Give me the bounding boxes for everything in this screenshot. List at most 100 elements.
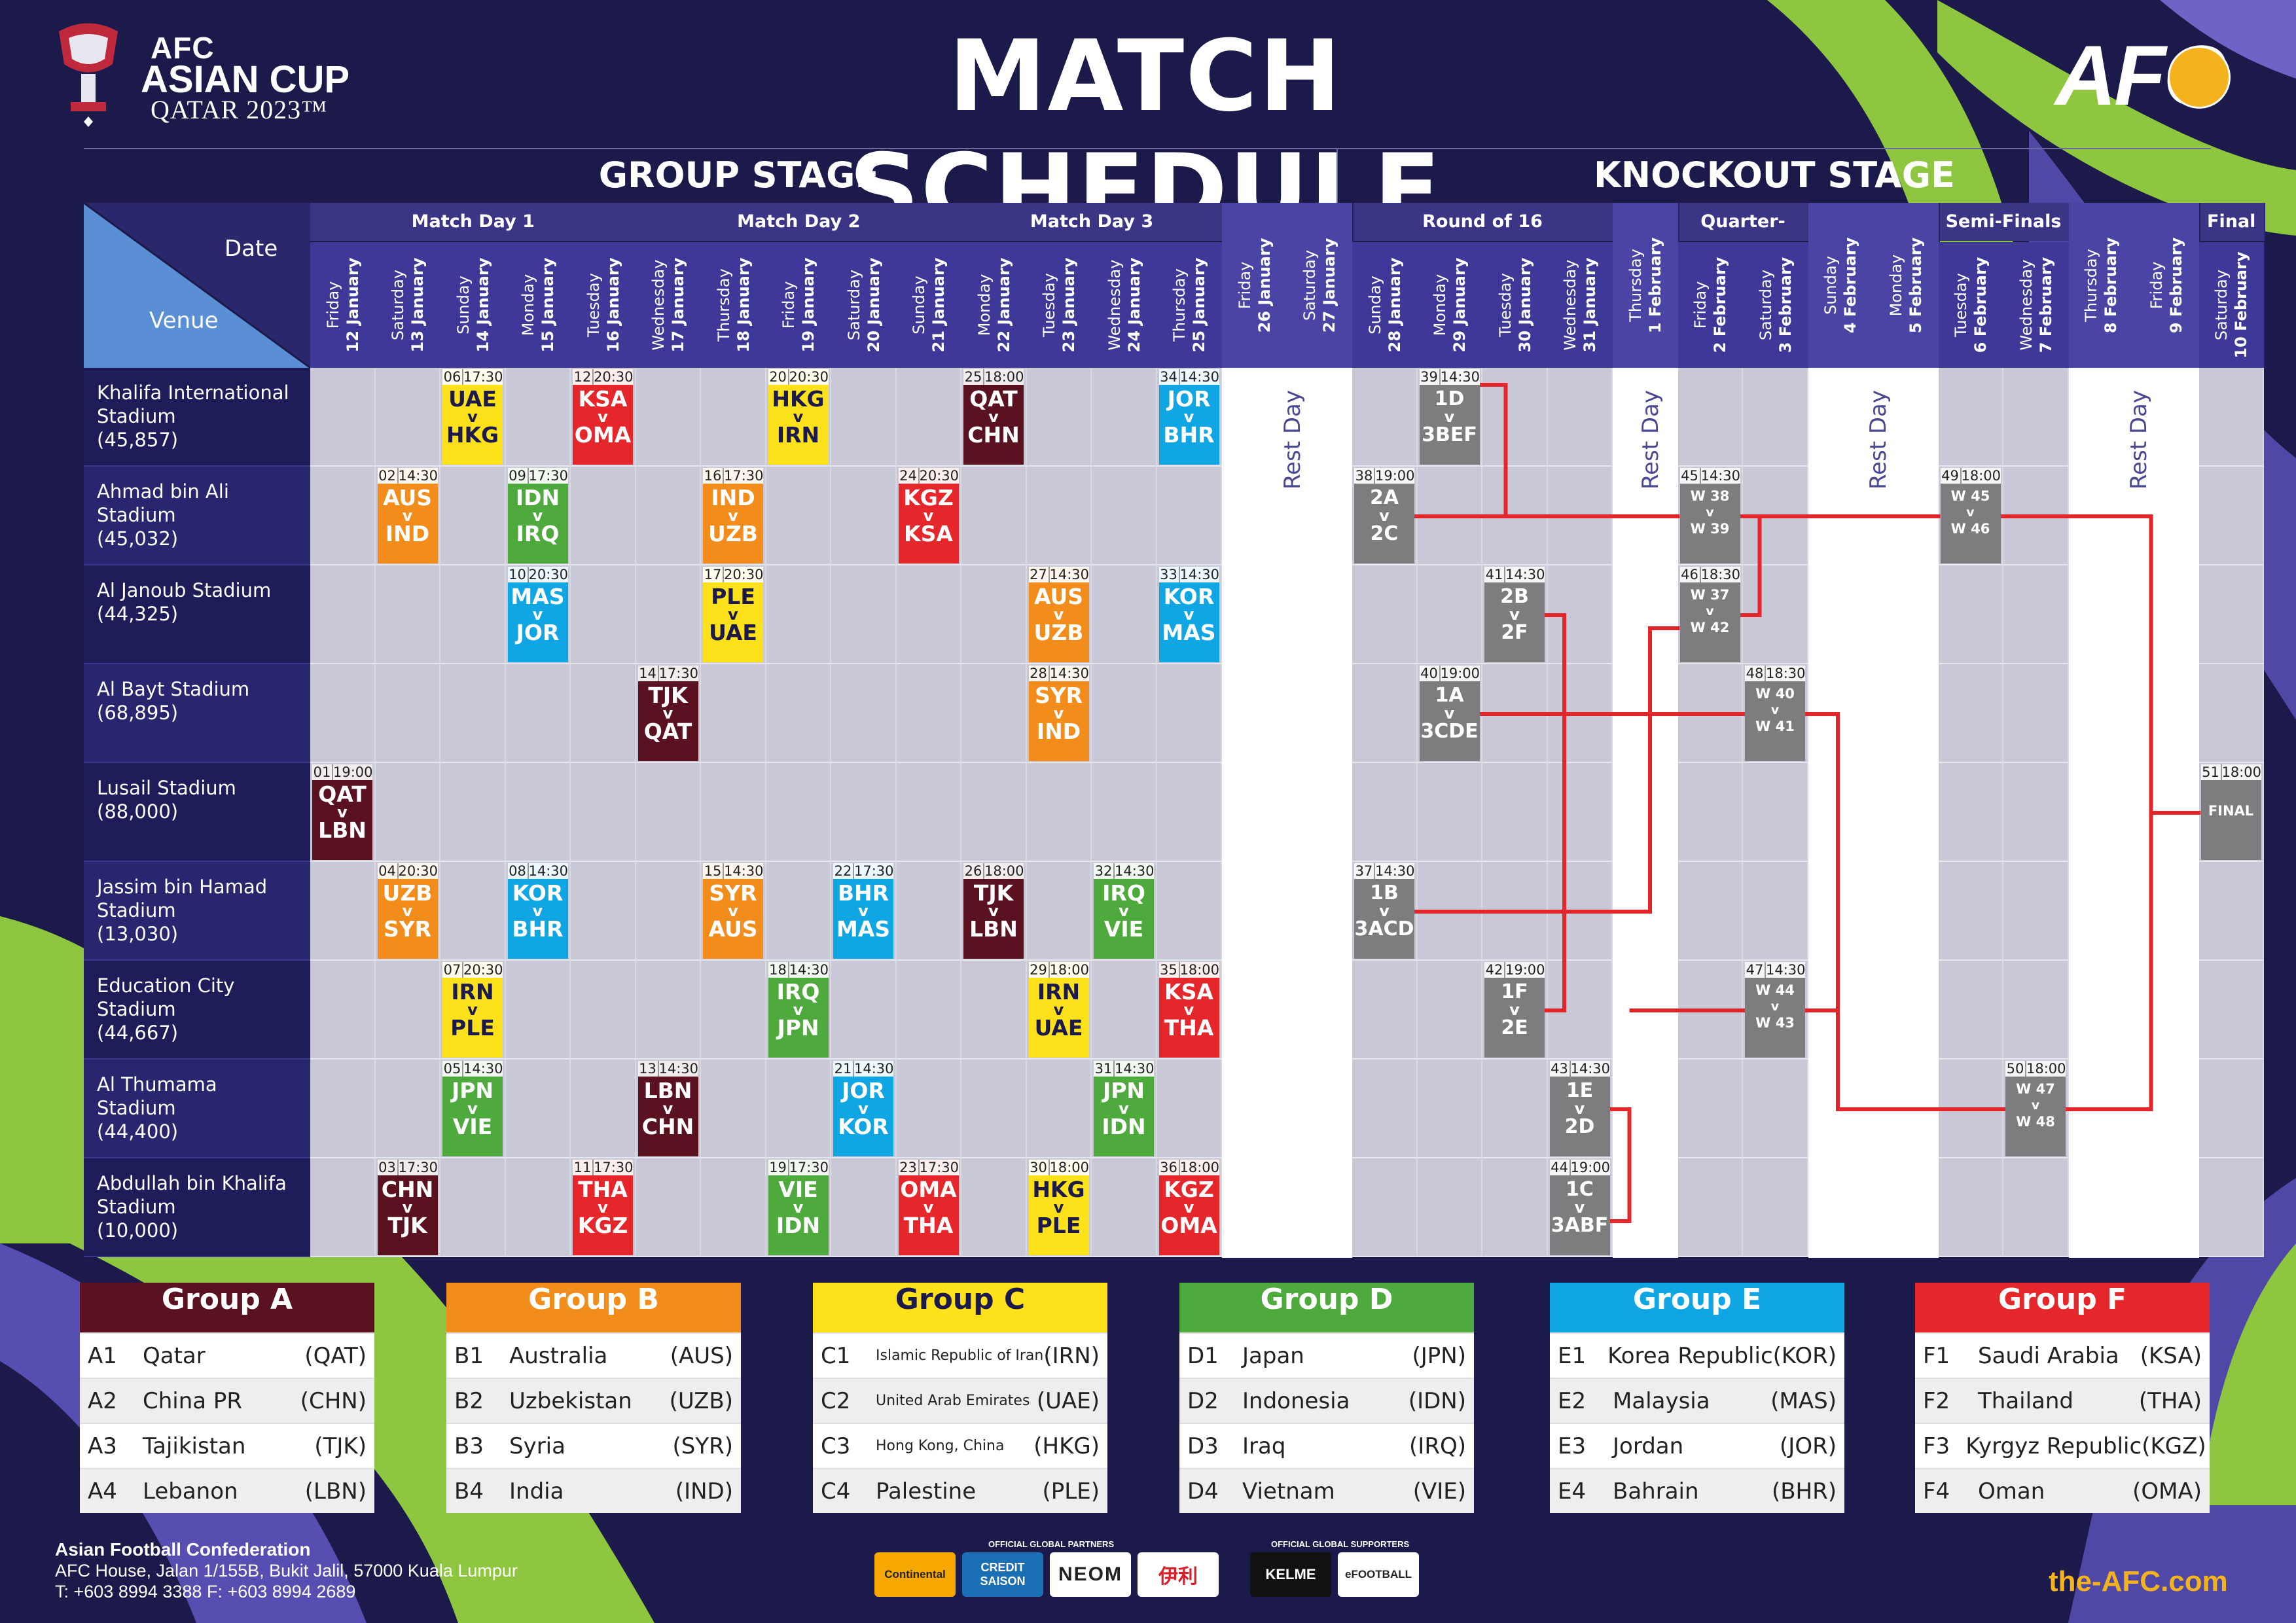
match-card[interactable]: 18 14:30 IRQ v JPN — [768, 962, 829, 1058]
header-divider — [84, 148, 2211, 149]
match-card[interactable]: 09 17:30 IDN v IRQ — [507, 468, 568, 563]
match-card[interactable]: 32 14:30 IRQ v VIE — [1094, 863, 1155, 959]
match-number: 28 — [1029, 666, 1050, 681]
match-card[interactable]: 07 20:30 IRN v PLE — [442, 962, 503, 1058]
kickoff-time: 18:30 — [1700, 567, 1741, 582]
match-card[interactable]: 29 18:00 IRN v UAE — [1028, 962, 1089, 1058]
venue-row-label: Al Thumama Stadium (44,400) — [84, 1060, 310, 1158]
match-card[interactable]: 39 14:30 1D v 3BEF — [1419, 369, 1480, 465]
match-card[interactable]: 27 14:30 AUS v UZB — [1028, 567, 1089, 662]
match-card[interactable]: 28 14:30 SYR v IND — [1028, 666, 1089, 761]
team-abbr: (PLE) — [1042, 1478, 1100, 1505]
versus-label: v — [1706, 505, 1714, 520]
schedule-cell — [1677, 961, 1743, 1060]
rest-day-label: Rest Day — [2126, 389, 2153, 490]
match-teams: JPN v VIE — [442, 1077, 503, 1137]
team-abbr: (VIE) — [1412, 1478, 1466, 1505]
team-code: C3 — [821, 1433, 851, 1459]
match-card[interactable]: 49 18:00 W 45 v W 46 — [1940, 468, 2001, 563]
day-date: 2 February — [1711, 257, 1730, 353]
match-card[interactable]: 02 14:30 AUS v IND — [377, 468, 438, 563]
website-url[interactable]: the-AFC.com — [2049, 1565, 2228, 1597]
match-teams: AUS v IND — [378, 484, 438, 544]
match-card[interactable]: 23 17:30 OMA v THA — [898, 1160, 959, 1255]
weekday: Friday — [323, 281, 342, 329]
match-card[interactable]: 01 19:00 QAT v LBN — [312, 764, 373, 860]
header-group-6: Final — [2198, 203, 2265, 241]
match-card[interactable]: 40 19:00 1A v 3CDE — [1419, 666, 1480, 761]
rest-day-column: Rest Day — [1222, 368, 1352, 1258]
schedule-cell — [831, 565, 897, 664]
match-card[interactable]: 46 18:30 W 37 v W 42 — [1679, 567, 1741, 662]
schedule-cell — [1157, 467, 1222, 565]
match-number: 03 — [378, 1160, 399, 1175]
schedule-cell — [571, 1060, 636, 1158]
date-column: Wednesday 7 February — [2003, 242, 2070, 368]
match-card[interactable]: 44 19:00 1C v 3ABF — [1549, 1160, 1610, 1255]
match-card[interactable]: 19 17:30 VIE v IDN — [768, 1160, 829, 1255]
match-card[interactable]: 51 18:00 FINAL — [2200, 764, 2261, 860]
match-header: 08 14:30 — [507, 863, 568, 879]
match-card[interactable]: 48 18:30 W 40 v W 41 — [1745, 666, 1806, 761]
home-team: IRN — [451, 979, 494, 1005]
match-card[interactable]: 17 20:30 PLE v UAE — [703, 567, 764, 662]
match-card[interactable]: 47 14:30 W 44 v W 43 — [1745, 962, 1806, 1058]
away-team: UAE — [1034, 1015, 1083, 1041]
date-label: Sunday 28 January — [1365, 258, 1405, 353]
away-team: LBN — [318, 817, 367, 843]
match-card[interactable]: 21 14:30 JOR v KOR — [833, 1061, 894, 1156]
date-column: Sunday 28 January — [1352, 242, 1419, 368]
match-teams: W 45 v W 46 — [1941, 484, 2001, 537]
schedule-cell — [636, 1158, 701, 1257]
match-number: 38 — [1354, 468, 1375, 484]
match-card[interactable]: 03 17:30 CHN v TJK — [377, 1160, 439, 1255]
match-card[interactable]: 22 17:30 BHR v MAS — [833, 863, 894, 959]
match-card[interactable]: 13 14:30 LBN v CHN — [637, 1061, 698, 1156]
match-card[interactable]: 26 18:00 TJK v LBN — [963, 863, 1024, 959]
schedule-cell — [1157, 1060, 1222, 1158]
match-card[interactable]: 20 20:30 HKG v IRN — [768, 369, 829, 465]
versus-label: v — [1770, 703, 1780, 717]
schedule-cell — [1417, 862, 1482, 961]
match-card[interactable]: 06 17:30 UAE v HKG — [442, 369, 503, 465]
match-card[interactable]: 42 19:00 1F v 2E — [1484, 962, 1545, 1058]
away-team: JOR — [516, 620, 560, 645]
match-card[interactable]: 34 14:30 JOR v BHR — [1158, 369, 1219, 465]
match-card[interactable]: 15 14:30 SYR v AUS — [703, 863, 764, 959]
match-card[interactable]: 16 17:30 IND v UZB — [703, 468, 764, 563]
versus-label: v — [728, 507, 738, 525]
match-card[interactable]: 43 14:30 1E v 2D — [1549, 1061, 1610, 1156]
football-icon — [2168, 46, 2231, 109]
schedule-cell — [896, 1060, 961, 1158]
match-card[interactable]: 38 19:00 2A v 2C — [1354, 468, 1415, 563]
match-card[interactable]: 36 18:00 KGZ v OMA — [1158, 1160, 1219, 1255]
match-card[interactable]: 50 18:00 W 47 v W 48 — [2005, 1061, 2066, 1156]
match-card[interactable]: 05 14:30 JPN v VIE — [442, 1061, 503, 1156]
match-card[interactable]: 31 14:30 JPN v IDN — [1094, 1061, 1155, 1156]
match-card[interactable]: 25 18:00 QAT v CHN — [963, 369, 1024, 465]
group-team-row: E4 Bahrain (BHR) — [1550, 1468, 1844, 1513]
match-card[interactable]: 10 20:30 MAS v JOR — [507, 567, 568, 662]
kickoff-time: 17:30 — [398, 1160, 439, 1175]
date-column: Wednesday 31 January — [1547, 242, 1614, 368]
schedule-cell — [1743, 763, 1808, 862]
schedule-cell — [701, 961, 766, 1060]
match-card[interactable]: 12 20:30 KSA v OMA — [573, 369, 634, 465]
date-column: Monday 29 January — [1417, 242, 1484, 368]
match-card[interactable]: 33 14:30 KOR v MAS — [1158, 567, 1219, 662]
match-card[interactable]: 08 14:30 KOR v BHR — [507, 863, 568, 959]
match-teams: HKG v PLE — [1029, 1175, 1089, 1236]
match-card[interactable]: 45 14:30 W 38 v W 39 — [1679, 468, 1740, 563]
match-card[interactable]: 35 18:00 KSA v THA — [1158, 962, 1219, 1058]
match-card[interactable]: 14 17:30 TJK v QAT — [637, 666, 698, 761]
team-name: Indonesia — [1242, 1387, 1350, 1414]
match-card[interactable]: 04 20:30 UZB v SYR — [377, 863, 438, 959]
match-card[interactable]: 11 17:30 THA v KGZ — [573, 1160, 634, 1255]
team-name: Palestine — [876, 1478, 977, 1505]
match-card[interactable]: 24 20:30 KGZ v KSA — [898, 468, 959, 563]
home-team: KOR — [1163, 584, 1215, 609]
schedule-cell — [766, 1060, 831, 1158]
match-card[interactable]: 37 14:30 1B v 3ACD — [1354, 863, 1415, 959]
match-card[interactable]: 30 18:00 HKG v PLE — [1028, 1160, 1089, 1255]
match-card[interactable]: 41 14:30 2B v 2F — [1484, 567, 1545, 662]
